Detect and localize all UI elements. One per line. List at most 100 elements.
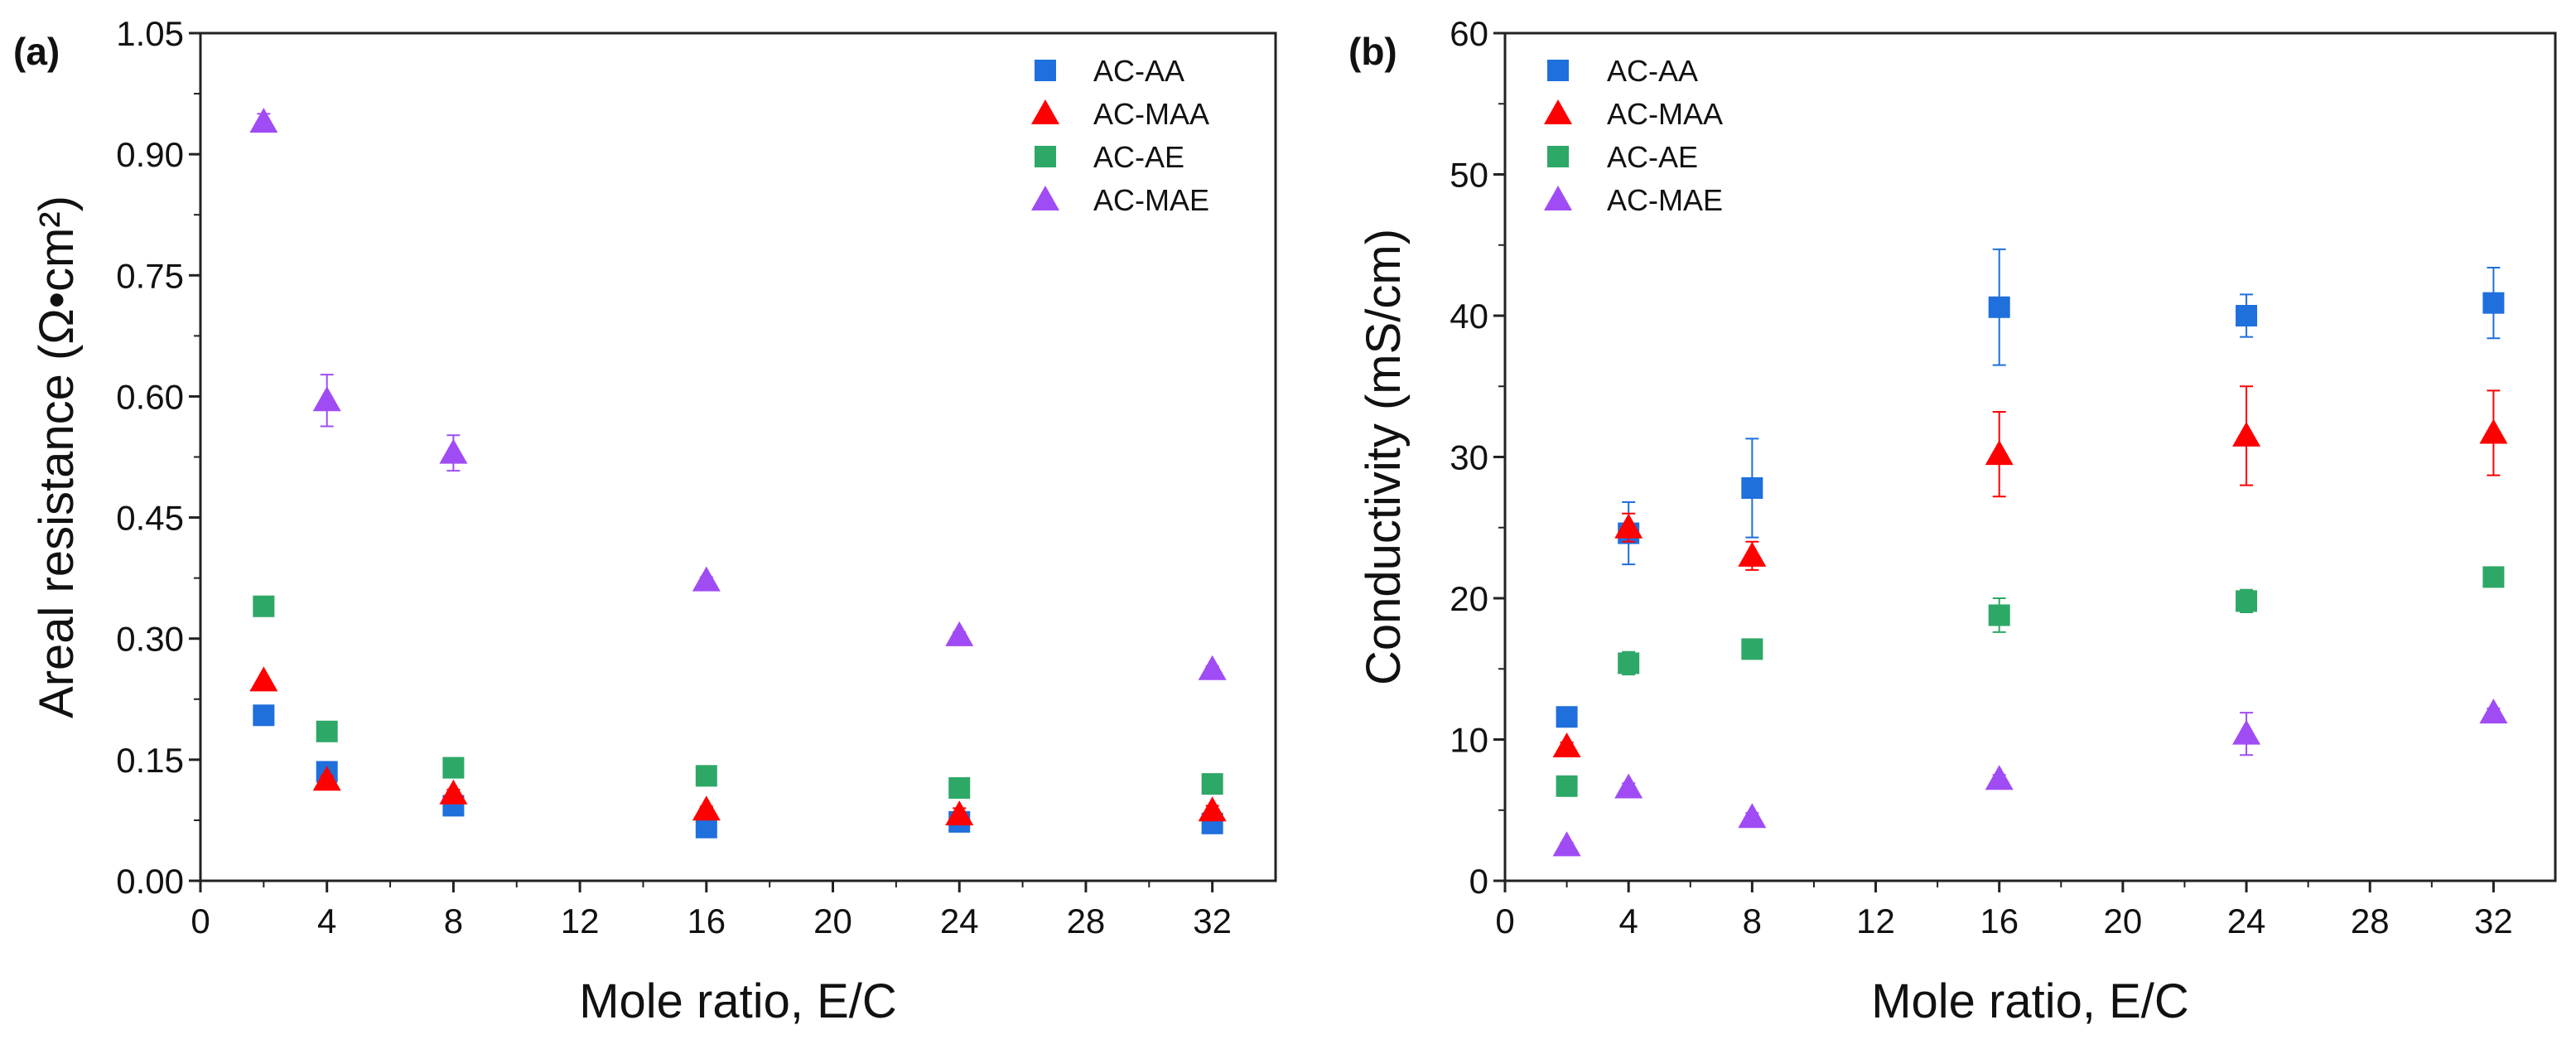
- data-point: [1988, 296, 2010, 318]
- data-point: [1556, 775, 1578, 797]
- y-tick-label: 0.60: [116, 377, 184, 416]
- series-ac-aa: [1556, 248, 2505, 728]
- y-axis-label: Conductivity (mS/cm): [1357, 229, 1411, 685]
- series-ac-mae: [249, 108, 1227, 680]
- data-point: [1985, 440, 2014, 466]
- y-tick-label: 40: [1450, 297, 1488, 336]
- legend-marker: [1547, 60, 1569, 81]
- data-point: [1552, 732, 1581, 758]
- data-point: [442, 757, 465, 779]
- panel-label: (b): [1348, 30, 1397, 73]
- data-point: [2232, 421, 2261, 447]
- data-point: [1556, 706, 1578, 728]
- data-point: [945, 621, 974, 646]
- y-tick-label: 0.30: [116, 620, 184, 659]
- x-tick-label: 16: [1980, 902, 2019, 940]
- data-point: [2236, 305, 2258, 326]
- panel-b: 0 4 8 12 16 20 24 28 32 0 10 20 30 40 50 60 Mole ratio, …: [1348, 14, 2557, 1028]
- data-point: [1198, 655, 1227, 680]
- data-point: [1741, 477, 1763, 500]
- x-tick-label: 8: [444, 902, 463, 940]
- data-point: [692, 566, 721, 592]
- y-tick-label: 0.00: [116, 862, 184, 901]
- x-tick-label: 28: [2351, 902, 2390, 940]
- data-point: [1738, 541, 1767, 567]
- y-tick-label: 0.90: [116, 135, 184, 174]
- legend-marker: [1035, 146, 1056, 167]
- y-tick-label: 50: [1450, 156, 1488, 195]
- x-tick-label: 0: [191, 902, 210, 940]
- data-point: [948, 776, 971, 799]
- legend-label: AC-MAA: [1093, 97, 1209, 131]
- data-point: [249, 666, 278, 692]
- y-tick-label: 0.15: [116, 741, 184, 780]
- y-tick-label: 10: [1450, 721, 1488, 760]
- data-point: [1552, 831, 1581, 857]
- legend-label: AC-AE: [1093, 140, 1184, 174]
- data-point: [2479, 418, 2508, 444]
- x-axis-label: Mole ratio, E/C: [579, 974, 897, 1028]
- y-tick-label: 60: [1450, 14, 1488, 53]
- data-point: [1614, 773, 1643, 799]
- x-tick-label: 4: [1618, 902, 1638, 940]
- x-tick-label: 32: [2474, 902, 2513, 940]
- legend-label: AC-AA: [1093, 54, 1184, 88]
- y-tick-label: 0.75: [116, 256, 184, 295]
- legend-marker: [1031, 186, 1059, 210]
- y-tick-label: 0.45: [116, 499, 184, 538]
- series-ac-aa: [253, 704, 1223, 839]
- data-point: [1201, 773, 1223, 795]
- x-tick-label: 20: [813, 902, 852, 940]
- data-point: [2232, 719, 2261, 745]
- data-point: [2482, 292, 2505, 314]
- legend-label: AC-MAA: [1607, 97, 1723, 131]
- data-point: [695, 765, 717, 787]
- legend-marker: [1035, 60, 1056, 81]
- legend-marker: [1547, 146, 1569, 167]
- x-tick-label: 24: [2227, 902, 2266, 940]
- data-point: [1988, 604, 2010, 626]
- data-point: [253, 704, 275, 727]
- data-point: [312, 766, 341, 791]
- data-point: [2482, 566, 2505, 588]
- x-tick-label: 20: [2104, 902, 2143, 940]
- panel-a: 0 4 8 12 16 20 24 28 32 0.00 0.15 0.30 0.45 0.60 0.75 0…: [13, 14, 1277, 1028]
- data-point: [1741, 638, 1763, 660]
- legend-label: AC-AA: [1607, 54, 1698, 88]
- x-tick-label: 28: [1067, 902, 1106, 940]
- legend-marker: [1031, 99, 1059, 124]
- panel-label: (a): [13, 30, 60, 73]
- legend-label: AC-AE: [1607, 140, 1698, 174]
- data-point: [439, 438, 468, 464]
- legend-label: AC-MAE: [1607, 183, 1723, 217]
- data-point: [1198, 796, 1227, 822]
- x-tick-label: 12: [1856, 902, 1895, 940]
- data-point: [253, 595, 275, 617]
- legend-marker: [1544, 186, 1572, 210]
- data-point: [1614, 513, 1643, 539]
- y-tick-label: 30: [1450, 438, 1488, 477]
- x-tick-label: 32: [1193, 902, 1232, 940]
- x-tick-label: 24: [940, 902, 979, 940]
- data-point: [249, 108, 278, 133]
- data-point: [945, 800, 974, 826]
- data-point: [2479, 699, 2508, 724]
- data-point: [2236, 590, 2258, 612]
- data-point: [1985, 765, 2014, 790]
- data-point: [439, 779, 468, 805]
- x-tick-label: 8: [1743, 902, 1762, 940]
- y-tick-label: 1.05: [116, 14, 184, 53]
- x-axis-label: Mole ratio, E/C: [1871, 974, 2189, 1028]
- legend-marker: [1544, 99, 1572, 124]
- series-ac-ae: [1556, 566, 2505, 797]
- x-tick-label: 4: [317, 902, 336, 940]
- x-tick-label: 0: [1495, 902, 1514, 940]
- series-ac-mae: [1552, 699, 2508, 857]
- data-point: [1618, 652, 1640, 674]
- series-ac-maa: [1552, 385, 2508, 758]
- data-point: [1738, 803, 1767, 829]
- x-tick-label: 16: [687, 902, 726, 940]
- y-tick-label: 0: [1469, 862, 1488, 901]
- y-axis-label: Areal resistance (Ω•cm²): [30, 196, 84, 718]
